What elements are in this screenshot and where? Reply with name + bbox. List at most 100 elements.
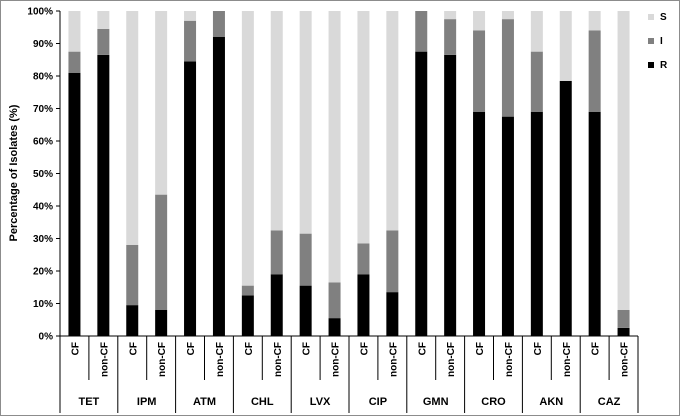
y-tick-label: 70% [33,104,53,115]
legend-label: S [660,12,667,23]
x-group-label: IPM [137,396,157,408]
x-category-label: non-CF [446,342,457,377]
bars [68,11,630,336]
bar-segment-s [473,11,486,31]
x-group-label: CAZ [598,396,621,408]
bar-segment-i [68,51,81,73]
bar-segment-r [415,51,428,336]
x-category-label: CF [533,342,544,355]
x-category-label: non-CF [273,342,284,377]
bar-segment-i [588,30,601,112]
y-tick-label: 50% [33,169,53,180]
bar-segment-r [559,80,572,336]
legend-label: R [660,60,668,71]
bar-segment-r [530,111,543,336]
x-group-label: TET [79,396,100,408]
bar-segment-i [386,230,399,293]
bar-segment-r [241,295,254,336]
bar-segment-i [473,30,486,112]
bar-segment-i [184,20,197,62]
x-group-label: AKN [539,396,563,408]
bar-segment-i [299,233,312,286]
bar-segment-s [68,11,81,52]
x-group-label: CIP [369,396,387,408]
y-axis-ticks: 0% 10% 20% 30% 40% 50% 60% 70% 80% 90% 100% [27,7,60,343]
bar-segment-r [588,111,601,336]
y-axis-label: Percentage of Isolates (%) [8,104,20,241]
x-category-label: non-CF [562,342,573,377]
bar-segment-r [617,327,630,336]
bar-segment-s [328,11,341,283]
bar-segment-r [357,274,370,336]
bar-segment-s [588,11,601,31]
y-tick-label: 30% [33,234,53,245]
x-category-label: CF [417,342,428,355]
x-axis-categories: CF non-CF CF non-CF CF non-CF CF non-CF CF non-CF… [59,336,639,413]
bar-segment-s [617,11,630,310]
x-category-label: non-CF [215,342,226,377]
bar-segment-i [617,310,630,328]
x-category-label: CF [128,342,139,355]
x-group-label: LVX [310,396,331,408]
bar-segment-i [444,19,457,55]
x-category-label: CF [70,342,81,355]
bar-segment-r [68,72,81,336]
legend-swatch-i [648,38,654,44]
x-category-label: CF [475,342,486,355]
x-group-label: ATM [193,396,216,408]
x-category-label: non-CF [331,342,342,377]
x-category-label: CF [244,342,255,355]
bar-segment-i [241,285,254,296]
bar-segment-r [473,111,486,336]
bar-segment-r [299,285,312,336]
y-tick-label: 90% [33,39,53,50]
legend-swatch-r [648,62,654,68]
y-tick-label: 40% [33,202,53,213]
x-category-label: non-CF [157,342,168,377]
x-group-label: CHL [251,396,274,408]
bar-segment-i [501,19,514,117]
bar-segment-s [184,11,197,21]
bar-segment-s [270,11,283,231]
axes [59,11,638,337]
bar-segment-i [357,243,370,275]
bar-segment-s [299,11,312,234]
x-category-label: non-CF [388,342,399,377]
bar-segment-s [444,11,457,20]
x-group-label: CRO [481,396,506,408]
x-category-label: non-CF [99,342,110,377]
y-tick-label: 60% [33,137,53,148]
x-category-label: non-CF [504,342,515,377]
bar-segment-r [501,116,514,336]
x-category-label: CF [591,342,602,355]
x-category-label: non-CF [620,342,631,377]
bar-segment-i [155,194,168,310]
bar-segment-r [212,37,225,336]
bar-segment-r [155,310,168,336]
bar-segment-s [386,11,399,231]
x-category-label: CF [302,342,313,355]
y-tick-label: 10% [33,299,53,310]
legend: S I R [648,12,668,71]
bar-segment-i [270,230,283,275]
bar-segment-r [444,54,457,336]
bar-segment-s [97,11,110,29]
bar-segment-r [328,318,341,336]
legend-swatch-s [648,14,654,20]
x-category-label: CF [186,342,197,355]
bar-segment-i [328,282,341,319]
bar-segment-r [184,61,197,336]
bar-segment-r [270,274,283,336]
y-tick-label: 100% [27,7,53,18]
bar-segment-s [530,11,543,52]
y-tick-label: 20% [33,267,53,278]
bar-segment-s [501,11,514,20]
bar-segment-s [559,11,572,81]
y-tick-label: 80% [33,72,53,83]
bar-segment-r [97,54,110,336]
legend-label: I [660,36,663,47]
bar-segment-i [126,245,139,306]
bar-segment-s [126,11,139,245]
bar-segment-s [155,11,168,195]
